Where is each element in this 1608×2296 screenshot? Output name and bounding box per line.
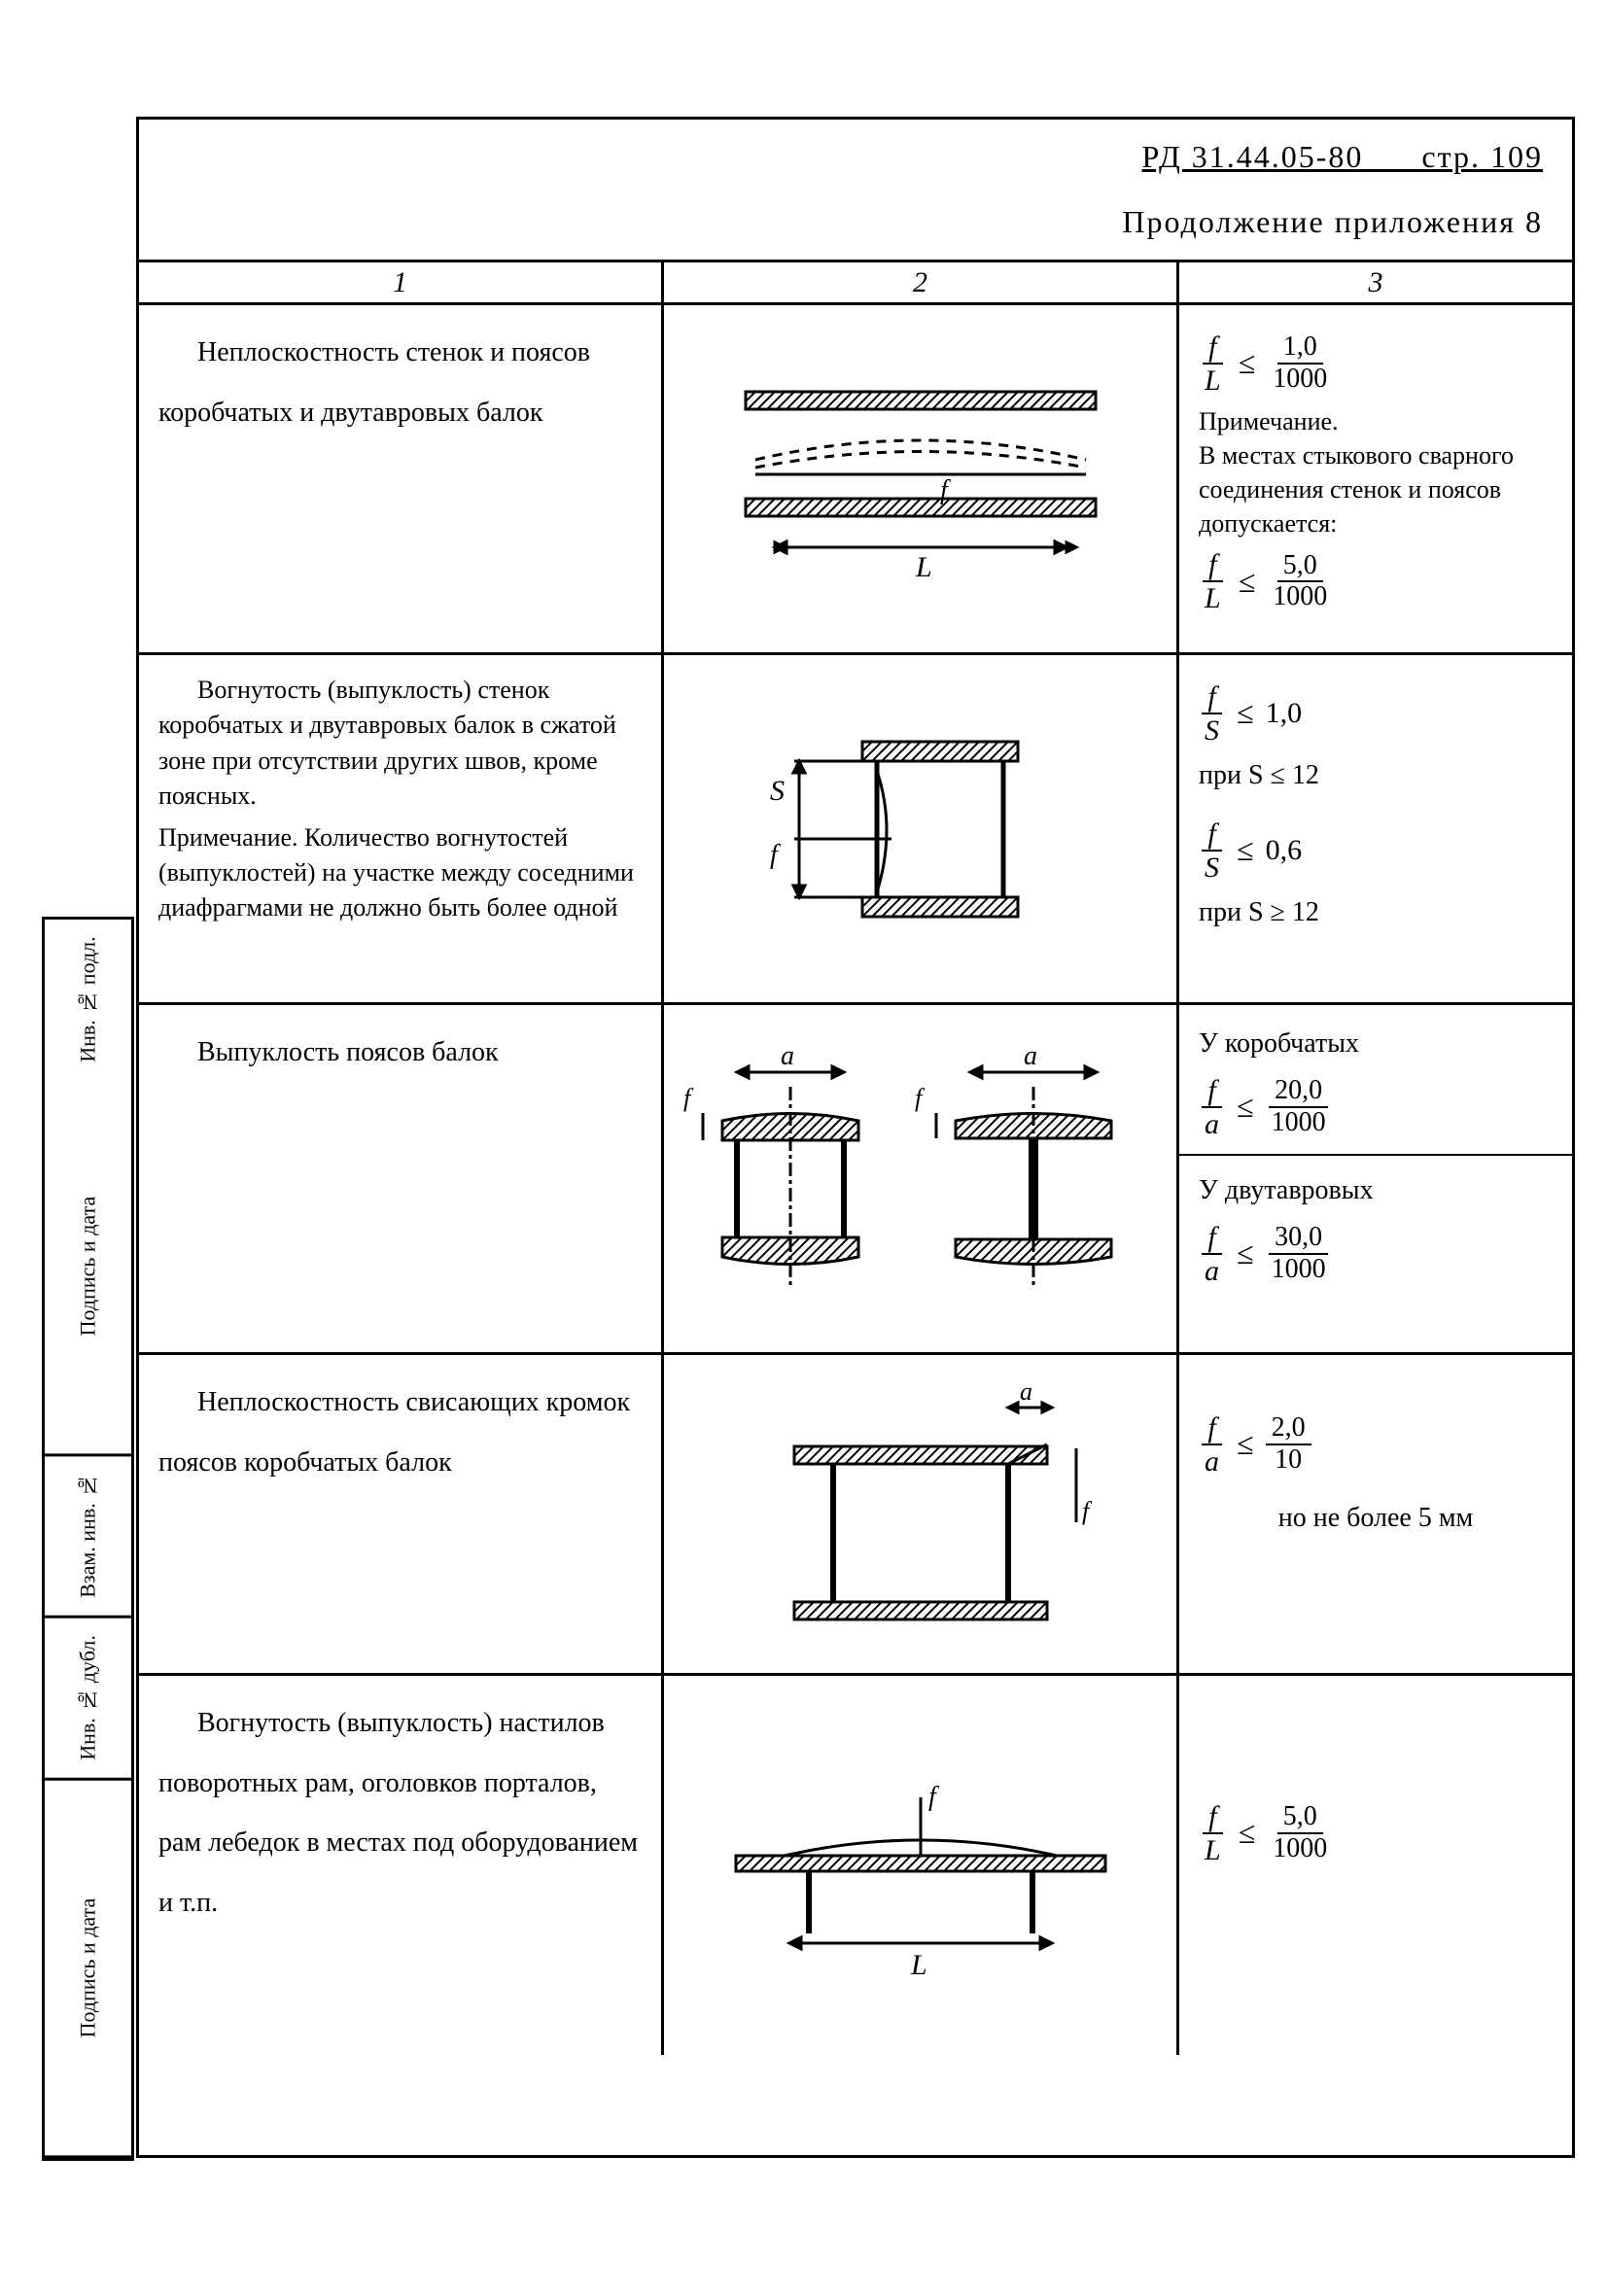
table-row: Вогнутость (выпуклость) стенок коробчаты…	[139, 655, 1572, 1005]
stamp-cell: Инв. № дубл.	[45, 1618, 131, 1781]
table-row: Неплоскостность свисающих кромок поясов …	[139, 1355, 1572, 1676]
header: РД 31.44.05-80 стр. 109 Продолжение прил…	[139, 120, 1572, 262]
description-cell: Выпуклость поясов балок	[139, 1005, 664, 1352]
svg-text:a: a	[781, 1041, 794, 1071]
svg-text:a: a	[1024, 1041, 1037, 1071]
continuation-label: Продолжение приложения 8	[168, 204, 1543, 240]
diagram-cell: a f a f	[664, 1005, 1179, 1352]
col-header-2: 2	[664, 262, 1179, 302]
svg-text:f: f	[915, 1084, 926, 1112]
description-cell: Неплоскостность стенок и поясов коробчат…	[139, 305, 664, 652]
flange-convexity-diagram: a f a f	[683, 1033, 1157, 1325]
svg-text:f: f	[770, 840, 781, 870]
description-cell: Неплоскостность свисающих кромок поясов …	[139, 1355, 664, 1673]
table-row: Выпуклость поясов балок a f	[139, 1005, 1572, 1355]
tolerance-cell: fL ≤ 5,01000	[1179, 1676, 1572, 2055]
column-header-row: 1 2 3	[139, 262, 1572, 305]
tolerance-cell: fL ≤ 1,01000 Примечание. В местах стыков…	[1179, 305, 1572, 652]
svg-text:S: S	[770, 775, 785, 807]
stamp-cell: Взам. инв. №	[45, 1456, 131, 1618]
description-cell: Вогнутость (выпуклость) настилов поворот…	[139, 1676, 664, 2055]
page-number: стр. 109	[1421, 139, 1543, 174]
page-frame: Подпись и дата Инв. № дубл. Взам. инв. №…	[136, 117, 1575, 2158]
table-row: Неплоскостность стенок и поясов коробчат…	[139, 305, 1572, 655]
diagram-cell: L f	[664, 1676, 1179, 2055]
table-row: Вогнутость (выпуклость) настилов поворот…	[139, 1676, 1572, 2055]
side-stamp: Подпись и дата Инв. № дубл. Взам. инв. №…	[42, 917, 134, 2161]
tolerance-cell: fa ≤ 2,010 но не более 5 мм	[1179, 1355, 1572, 1673]
doc-code: РД 31.44.05-80	[1142, 139, 1364, 174]
svg-text:L: L	[910, 1949, 927, 1981]
flatness-diagram: L f	[697, 353, 1144, 606]
subtype-label: У коробчатых	[1199, 1023, 1553, 1066]
note-text: В местах стыкового сварного соединения с…	[1199, 441, 1514, 538]
svg-text:f: f	[1082, 1497, 1093, 1525]
diagram-cell: a f	[664, 1355, 1179, 1673]
tolerance-cell: У коробчатых fa ≤ 20,01000 У двутавровых…	[1179, 1005, 1572, 1352]
diagram-cell: S f	[664, 655, 1179, 1002]
description-cell: Вогнутость (выпуклость) стенок коробчаты…	[139, 655, 664, 1002]
col-header-1: 1	[139, 262, 664, 302]
subtype-label: У двутавровых	[1199, 1169, 1553, 1213]
extra-condition: но не более 5 мм	[1199, 1497, 1553, 1541]
condition: при S ≥ 12	[1199, 891, 1553, 935]
svg-text:L: L	[915, 551, 932, 583]
concavity-diagram: S f	[736, 703, 1105, 956]
note-label: Примечание.	[1199, 407, 1339, 435]
svg-text:f: f	[928, 1782, 939, 1812]
stamp-cell: Инв. № подл.	[45, 920, 131, 1079]
doc-header: РД 31.44.05-80 стр. 109	[168, 139, 1543, 175]
stamp-cell: Подпись и дата	[45, 1079, 131, 1456]
tolerance-cell: fS ≤ 1,0 при S ≤ 12 fS ≤ 0,6 при S ≥ 12	[1179, 655, 1572, 1002]
svg-text:a: a	[1020, 1378, 1032, 1406]
diagram-cell: L f	[664, 305, 1179, 652]
deck-convexity-diagram: L f	[697, 1749, 1144, 1982]
condition: при S ≤ 12	[1199, 754, 1553, 798]
overhang-diagram: a f	[717, 1378, 1125, 1651]
svg-text:f: f	[683, 1084, 694, 1112]
stamp-cell: Подпись и дата	[45, 1781, 131, 2158]
col-header-3: 3	[1179, 262, 1572, 302]
